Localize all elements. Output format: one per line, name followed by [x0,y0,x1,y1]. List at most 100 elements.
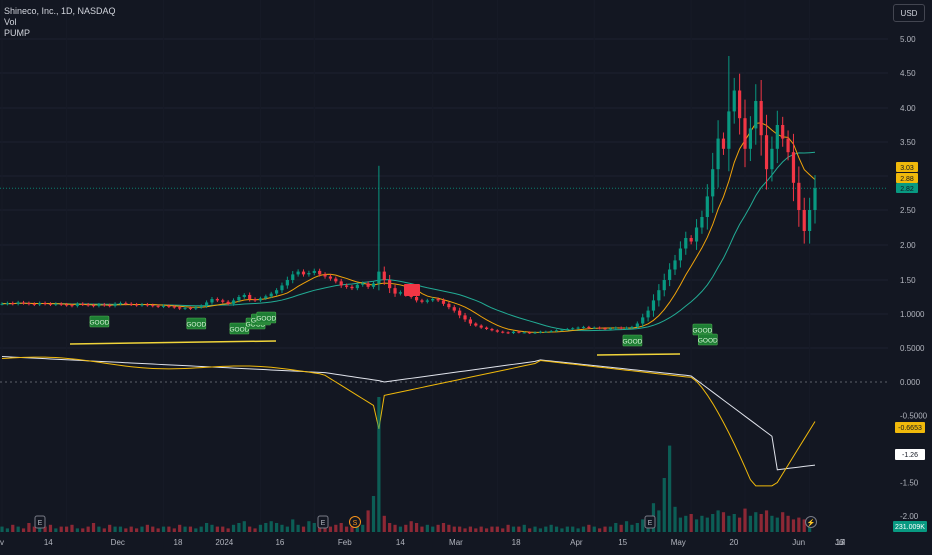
candle-body [641,317,645,324]
volume-bar [285,526,289,532]
good-signal-label: GOOD [229,326,249,333]
candle-body [441,300,446,304]
volume-bar [124,528,128,532]
volume-bar [264,523,268,532]
volume-bar [738,517,742,532]
candle-body [38,303,42,305]
candle-body [145,304,149,306]
time-axis-label: 16 [275,538,284,547]
volume-bar [108,524,112,532]
candle-body [183,307,187,309]
candle-body [274,290,279,294]
candle-body [732,90,736,112]
volume-bar [635,523,639,532]
candle-body [614,327,618,329]
candle-body [700,217,704,228]
volume-bar [673,506,677,532]
candle-body [135,304,139,306]
candle-body [398,292,403,294]
volume-bar [775,517,779,532]
candle-body [673,260,677,270]
volume-bar [350,526,354,532]
candle-body [511,331,516,334]
ma-slow-line [1,151,816,332]
dividend-marker-label: ⚡ [807,518,816,527]
candle-body [199,305,203,308]
symbol-title[interactable]: Shineco, Inc., 1D, NASDAQ [4,6,116,16]
candle-body [727,111,731,149]
volume-bar [388,523,392,532]
volume-bar [431,526,435,532]
candle-body [775,125,779,149]
candle-body [296,271,300,275]
candle-body [684,238,688,249]
time-axis-label: May [671,538,686,547]
volume-bar [544,526,548,532]
candle-body [420,300,424,302]
candle-body [204,302,209,306]
pump-baseline-badge-label: -1.26 [902,452,918,459]
candle-body [151,305,155,307]
volume-bar [312,523,316,532]
time-axis-label: 14 [44,538,53,547]
volume-bar [70,524,74,532]
earnings-marker [644,515,656,529]
volume-bar [398,526,403,532]
volume-bar [274,523,279,532]
volume-bar [587,524,591,532]
candle-body [167,305,171,307]
volume-bar [409,521,413,532]
candle-body [549,331,553,332]
volume-bar [237,523,241,532]
volume-bar [280,524,284,532]
candle-body [603,328,607,330]
good-signal-badge [89,315,110,328]
time-axis-label: Dec [111,538,125,547]
price-axis-label: 2.00 [900,241,916,250]
candle-body [468,319,473,324]
volume-bar [759,514,763,532]
volume-bar [689,514,693,532]
candle-body [565,328,569,330]
volume-bar [0,526,4,532]
volume-bar [528,528,532,532]
volume-bar [506,524,510,532]
volume-bar [361,524,365,532]
volume-bar [549,524,553,532]
pump-axis-label: -0.5000 [900,412,928,421]
volume-indicator-label[interactable]: Vol [4,17,17,27]
volume-bar [21,528,26,532]
time-axis-label: Jun [792,538,805,547]
good-signal-label: GOOD [186,321,206,328]
time-axis-label: 2024 [215,538,233,547]
candle-body [366,283,370,287]
candle-body [108,305,112,307]
volume-bar [522,524,526,532]
candle-body [194,307,198,309]
time-axis-label: 17 [836,538,845,547]
candle-body [393,288,397,294]
earnings-marker-label: E [38,520,43,527]
candle-body [91,305,96,307]
volume-bar [339,523,343,532]
earnings-marker-label: E [321,520,326,527]
good-signal-badge [698,333,718,346]
candle-body [388,280,392,289]
candle-body [431,299,435,301]
candle-body [711,169,715,197]
volume-bar [786,515,790,532]
currency-button[interactable]: USD [893,4,925,22]
volume-bar [565,526,569,532]
volume-bar [393,524,397,532]
volume-bar [81,528,85,532]
volume-bar [59,526,63,532]
volume-bar [791,519,796,532]
volume-bar [511,526,516,532]
pump-indicator-label[interactable]: PUMP [4,28,31,38]
volume-bar [231,524,236,532]
earnings-marker-label: E [648,520,653,527]
volume-bar [560,528,564,532]
volume-bar [414,523,419,532]
